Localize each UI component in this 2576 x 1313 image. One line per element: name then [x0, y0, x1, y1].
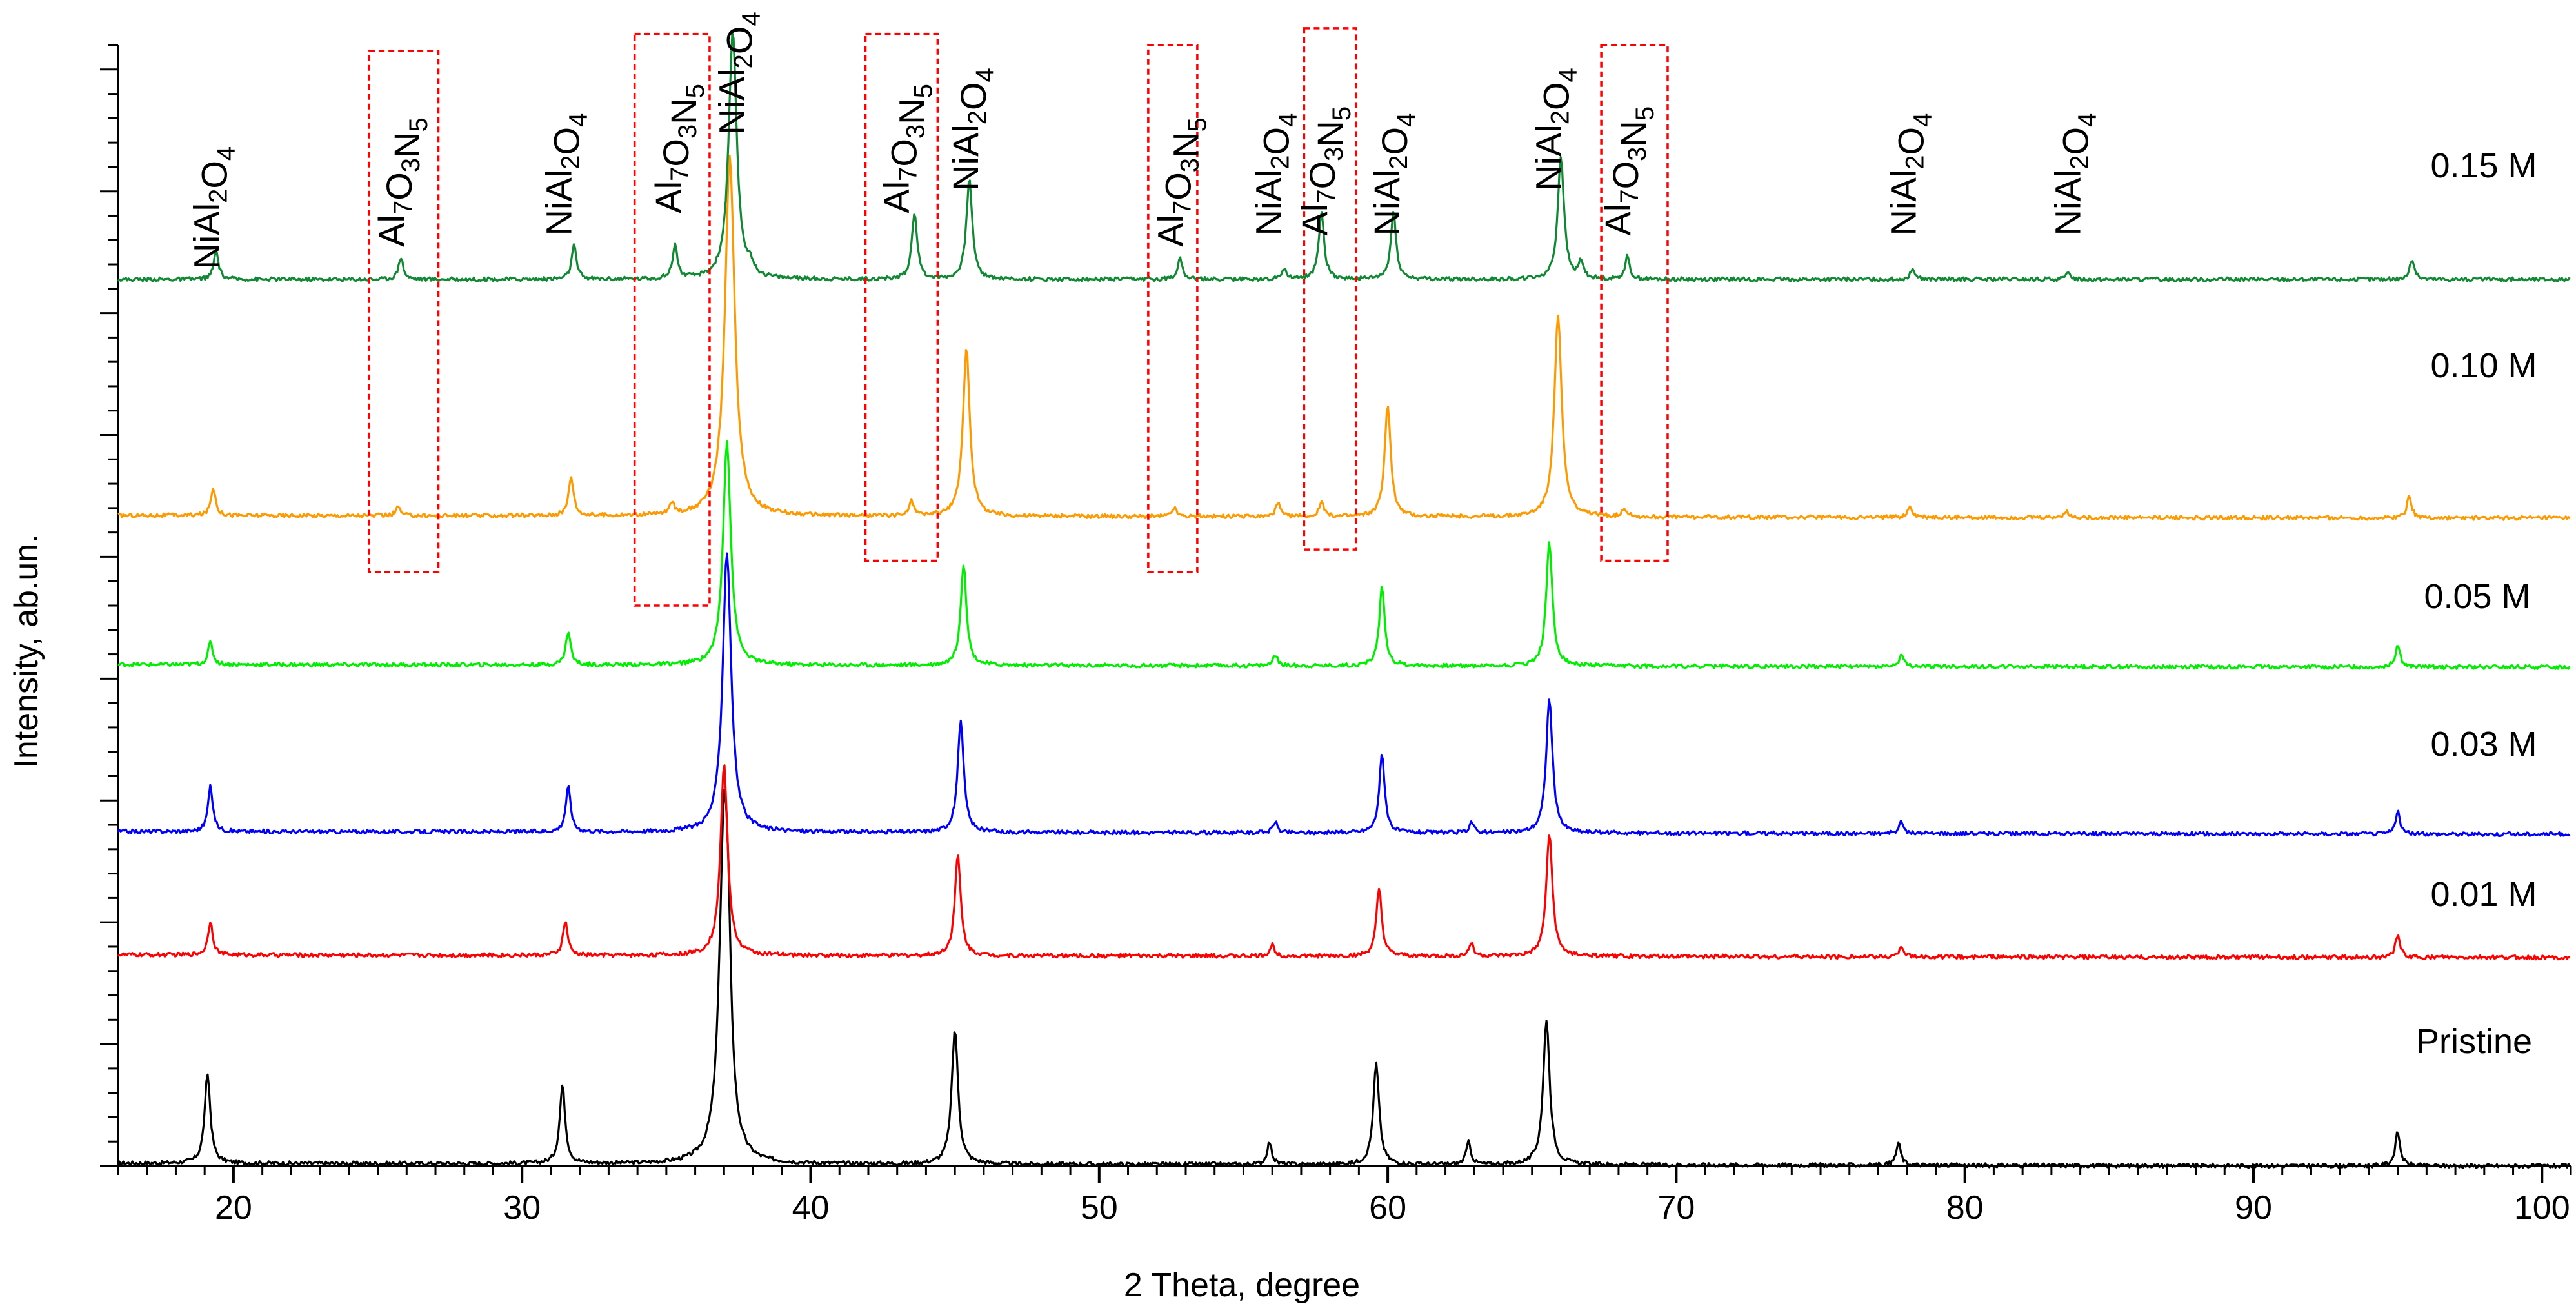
phase-annotation-al7o3n5: Al7O3N5 [876, 84, 938, 213]
phase-annotation-nial2o4: NiAl2O4 [1366, 113, 1421, 236]
phase-annotation-al7o3n5: Al7O3N5 [1597, 106, 1659, 236]
phase-annotation-al7o3n5: Al7O3N5 [371, 117, 433, 247]
phase-annotation-nial2o4: NiAl2O4 [945, 68, 999, 191]
series-label-layer: 0.15 M 0.10 M 0.05 M 0.03 M 0.01 M Pristine [2416, 146, 2537, 1061]
series-layer [117, 32, 2571, 1169]
series-line-pristine [117, 789, 2571, 1169]
x-tick-label: 40 [792, 1189, 830, 1227]
x-tick-label: 30 [503, 1189, 541, 1227]
x-axis-title: 2 Theta, degree [1124, 1267, 1360, 1304]
x-tick-label: 90 [2235, 1189, 2272, 1227]
annotation-box-layer [368, 27, 1669, 607]
phase-annotation-nial2o4: NiAl2O4 [712, 12, 766, 135]
series-line-0-10-m [117, 154, 2571, 521]
annotation-box [1303, 27, 1357, 551]
phase-annotation-nial2o4: NiAl2O4 [1883, 113, 1937, 236]
series-line-0-15-m [117, 32, 2571, 282]
series-label: 0.01 M [2430, 875, 2537, 914]
axes: 20 30 40 50 60 70 80 90 100 [100, 44, 2572, 1227]
phase-annotation-nial2o4: NiAl2O4 [538, 113, 592, 236]
series-label: 0.15 M [2430, 146, 2537, 185]
phase-annotation-nial2o4: NiAl2O4 [1528, 68, 1582, 191]
y-axis-title: Intensity, ab.un. [8, 534, 45, 768]
x-tick-label: 80 [1946, 1189, 1984, 1227]
series-line-0-03-m [117, 552, 2571, 837]
phase-annotation-nial2o4: NiAl2O4 [1248, 113, 1303, 236]
x-tick-label: 70 [1657, 1189, 1695, 1227]
series-label: 0.05 M [2424, 577, 2530, 616]
annotation-box [864, 32, 939, 562]
series-label: 0.03 M [2430, 725, 2537, 764]
x-tick-label: 60 [1369, 1189, 1406, 1227]
series-label: Pristine [2416, 1022, 2532, 1061]
phase-annotation-al7o3n5: Al7O3N5 [648, 84, 710, 213]
x-tick-label: 100 [2514, 1189, 2570, 1227]
x-tick-label: 50 [1081, 1189, 1118, 1227]
series-line-0-01-m [117, 764, 2571, 961]
annotation-box [633, 32, 711, 607]
annotation-box [368, 49, 440, 573]
phase-annotation-nial2o4: NiAl2O4 [2048, 113, 2102, 236]
annotation-box [1147, 44, 1199, 573]
annotation-box [1600, 44, 1669, 562]
phase-annotation-nial2o4: NiAl2O4 [186, 146, 241, 270]
phase-annotation-al7o3n5: Al7O3N5 [1150, 117, 1212, 247]
x-tick-label: 20 [215, 1189, 252, 1227]
phase-annotation-al7o3n5: Al7O3N5 [1294, 106, 1356, 236]
series-line-0-05-m [117, 440, 2571, 670]
series-label: 0.10 M [2430, 346, 2537, 385]
